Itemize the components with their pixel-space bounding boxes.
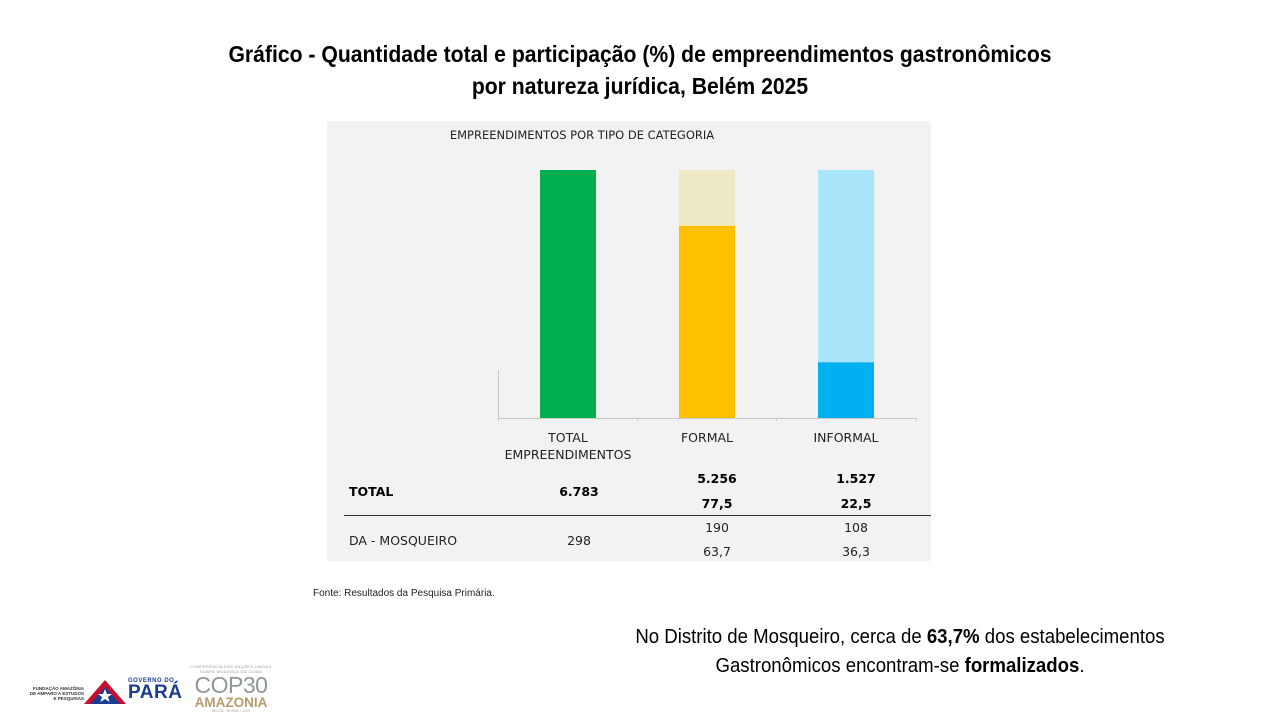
governo-label: GOVERNO DO bbox=[128, 678, 175, 684]
page-title: Gráfico - Quantidade total e participaçã… bbox=[51, 38, 1229, 102]
bar-chart bbox=[498, 170, 917, 421]
category-label-formal: FORMAL bbox=[680, 430, 733, 445]
category-label-informal: INFORMAL bbox=[813, 430, 879, 445]
note-part-1: No Distrito de Mosqueiro, cerca de bbox=[635, 626, 927, 648]
cop30-bottom-text: BELÉM • BRASIL • 2025 bbox=[211, 709, 251, 713]
cop30-text: COP30 bbox=[194, 672, 268, 698]
table-cell-mosqueiro-informal-count: 108 bbox=[844, 520, 868, 535]
bar-total-main bbox=[540, 170, 596, 418]
amazonia-text: AMAZONIA bbox=[194, 695, 268, 710]
bar-formal-remainder bbox=[679, 170, 735, 226]
chart-title: EMPREENDIMENTOS POR TIPO DE CATEGORIA bbox=[449, 128, 715, 142]
para-flag-icon bbox=[84, 680, 126, 704]
table-cell-total-count: 6.783 bbox=[559, 484, 599, 499]
category-label-total: TOTAL EMPREENDIMENTOS bbox=[498, 429, 638, 463]
note-part-4: . bbox=[1079, 655, 1085, 677]
bar-informal-main bbox=[818, 362, 874, 418]
cop30-logo: CONFERÊNCIA DAS NAÇÕES UNIDAS SOBRE MUDA… bbox=[188, 664, 274, 713]
table-cell-mosqueiro-formal-pct: 63,7 bbox=[703, 544, 731, 559]
table-cell-mosqueiro-total: 298 bbox=[567, 533, 591, 548]
table-cell-mosqueiro-informal-pct: 36,3 bbox=[842, 544, 870, 559]
fapespa-logo: FUNDAÇÃO AMAZÔNIA DE AMPARO A ESTUDOS E … bbox=[29, 686, 84, 701]
note-part-2: dos estabelecimentos bbox=[979, 626, 1165, 648]
page-title-line-1: Gráfico - Quantidade total e participaçã… bbox=[228, 41, 1052, 67]
table-cell-informal-pct: 22,5 bbox=[840, 496, 872, 511]
cop30-top-text: CONFERÊNCIA DAS NAÇÕES UNIDAS SOBRE MUDA… bbox=[190, 664, 272, 674]
governo-para-logo: GOVERNO DO PARÁ bbox=[128, 678, 182, 702]
category-label-total-line-2: EMPREENDIMENTOS bbox=[504, 447, 632, 462]
note-highlight-percent: 63,7% bbox=[926, 626, 980, 648]
source-note: Fonte: Resultados da Pesquisa Primária. bbox=[313, 588, 495, 599]
table-cell-formal-pct: 77,5 bbox=[701, 496, 733, 511]
category-label-total-line-1: TOTAL bbox=[548, 430, 588, 445]
table-divider bbox=[344, 515, 931, 516]
note-part-3: Gastronômicos encontram-se bbox=[715, 655, 965, 677]
summary-note: No Distrito de Mosqueiro, cerca de 63,7%… bbox=[584, 623, 1216, 681]
bar-informal-remainder bbox=[818, 170, 874, 363]
table-row-label-total: TOTAL bbox=[349, 484, 394, 499]
table-cell-informal-count: 1.527 bbox=[836, 471, 876, 486]
chart-panel: EMPREENDIMENTOS POR TIPO DE CATEGORIA TO… bbox=[327, 121, 931, 561]
table-row-label-mosqueiro: DA - MOSQUEIRO bbox=[349, 533, 458, 548]
table-cell-formal-count: 5.256 bbox=[697, 471, 737, 486]
page-title-line-2: por natureza jurídica, Belém 2025 bbox=[471, 73, 809, 99]
para-label: PARÁ bbox=[128, 682, 183, 703]
note-highlight-formalizados: formalizados bbox=[964, 655, 1080, 677]
bar-formal-main bbox=[679, 225, 735, 418]
table-cell-mosqueiro-formal-count: 190 bbox=[705, 520, 729, 535]
